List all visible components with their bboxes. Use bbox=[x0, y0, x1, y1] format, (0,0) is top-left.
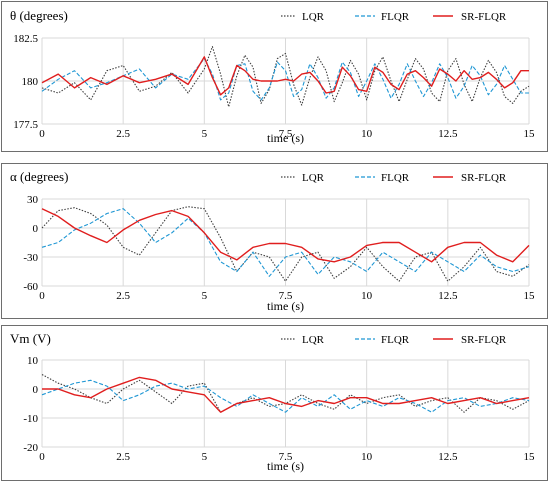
x-tick-label: 10 bbox=[361, 451, 373, 463]
y-tick-label: 180 bbox=[22, 76, 39, 88]
x-tick-label: 15 bbox=[524, 128, 536, 140]
legend-label-sr-flqr: SR-FLQR bbox=[461, 334, 507, 346]
y-axis-label: Vm (V) bbox=[10, 331, 51, 346]
x-tick-label: 5 bbox=[202, 128, 208, 140]
y-tick-label: 30 bbox=[27, 194, 39, 206]
series-line-flqr bbox=[41, 379, 530, 413]
x-tick-label: 0 bbox=[39, 451, 45, 463]
chart-panel-1: 177.5 180 182.5 0 2.5 5 7.5 10 12.5 15 θ (degrees)… bbox=[1, 1, 548, 152]
x-tick-label: 10 bbox=[361, 290, 373, 302]
series-line-sr-flqr bbox=[41, 56, 529, 96]
x-tick-label: 12.5 bbox=[438, 451, 458, 463]
legend-label-lqr: LQR bbox=[302, 172, 325, 184]
x-axis-label: time (s) bbox=[267, 459, 304, 473]
chart-frame bbox=[1, 325, 548, 481]
x-axis-label: time (s) bbox=[267, 131, 304, 145]
y-axis-label: θ (degrees) bbox=[10, 8, 68, 23]
legend-label-sr-flqr: SR-FLQR bbox=[461, 172, 507, 184]
x-tick-label: 2.5 bbox=[116, 451, 130, 463]
series-line-sr-flqr bbox=[42, 376, 530, 413]
y-tick-label: 0 bbox=[33, 223, 39, 235]
x-tick-label: 5 bbox=[202, 451, 208, 463]
legend-label-flqr: FLQR bbox=[381, 11, 410, 23]
legend-label-lqr: LQR bbox=[302, 11, 325, 23]
x-tick-label: 0 bbox=[39, 290, 45, 302]
legend-label-sr-flqr: SR-FLQR bbox=[461, 11, 507, 23]
x-axis-label: time (s) bbox=[267, 299, 304, 313]
x-tick-label: 12.5 bbox=[438, 290, 458, 302]
chart-panel-2: -60 -30 0 30 0 2.5 5 7.5 10 12.5 15 α (degrees) time… bbox=[1, 163, 548, 319]
y-axis-label: α (degrees) bbox=[10, 169, 68, 184]
x-tick-label: 5 bbox=[202, 290, 208, 302]
series-line-lqr bbox=[41, 206, 530, 282]
series-line-flqr bbox=[41, 208, 530, 277]
y-tick-label: -10 bbox=[23, 413, 38, 425]
x-tick-label: 10 bbox=[361, 128, 373, 140]
chart-panel-3: -20 -10 0 10 0 2.5 5 7.5 10 12.5 15 Vm (V) time (s) L… bbox=[1, 325, 548, 481]
chart-frame bbox=[1, 163, 548, 319]
y-tick-label: -30 bbox=[23, 252, 38, 264]
x-tick-label: 0 bbox=[39, 128, 45, 140]
series-line-sr-flqr bbox=[41, 208, 530, 263]
x-tick-label: 2.5 bbox=[116, 290, 130, 302]
y-tick-label: 10 bbox=[27, 355, 39, 367]
chart-frame bbox=[1, 1, 548, 152]
legend-label-lqr: LQR bbox=[302, 334, 325, 346]
x-tick-label: 15 bbox=[524, 290, 536, 302]
y-tick-label: -20 bbox=[23, 442, 38, 454]
x-tick-label: 12.5 bbox=[438, 128, 458, 140]
y-tick-label: 182.5 bbox=[13, 33, 38, 45]
x-tick-label: 7.5 bbox=[279, 128, 293, 140]
x-tick-label: 15 bbox=[524, 451, 536, 463]
y-tick-label: 0 bbox=[33, 384, 39, 396]
y-tick-label: 177.5 bbox=[13, 119, 38, 131]
series-line-lqr bbox=[41, 46, 530, 108]
x-tick-label: 7.5 bbox=[279, 451, 293, 463]
legend-label-flqr: FLQR bbox=[381, 334, 410, 346]
series-line-flqr bbox=[41, 58, 529, 101]
x-tick-label: 7.5 bbox=[279, 290, 293, 302]
legend-label-flqr: FLQR bbox=[381, 172, 410, 184]
y-tick-label: -60 bbox=[23, 281, 38, 293]
x-tick-label: 2.5 bbox=[116, 128, 130, 140]
